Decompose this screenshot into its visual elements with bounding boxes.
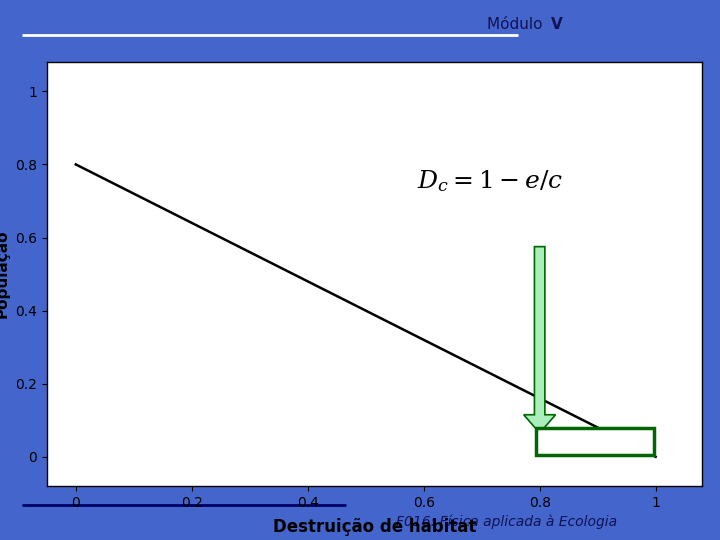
Text: F016: Física aplicada à Ecologia: F016: Física aplicada à Ecologia	[396, 514, 617, 529]
Bar	[536, 428, 654, 455]
FancyArrow shape	[523, 247, 556, 433]
Text: V: V	[551, 17, 562, 32]
Text: Módulo: Módulo	[487, 17, 547, 32]
X-axis label: Destruição de habitat: Destruição de habitat	[273, 518, 476, 536]
Y-axis label: População: População	[0, 230, 9, 318]
Text: $D_c = 1 - e/c$: $D_c = 1 - e/c$	[417, 168, 563, 194]
